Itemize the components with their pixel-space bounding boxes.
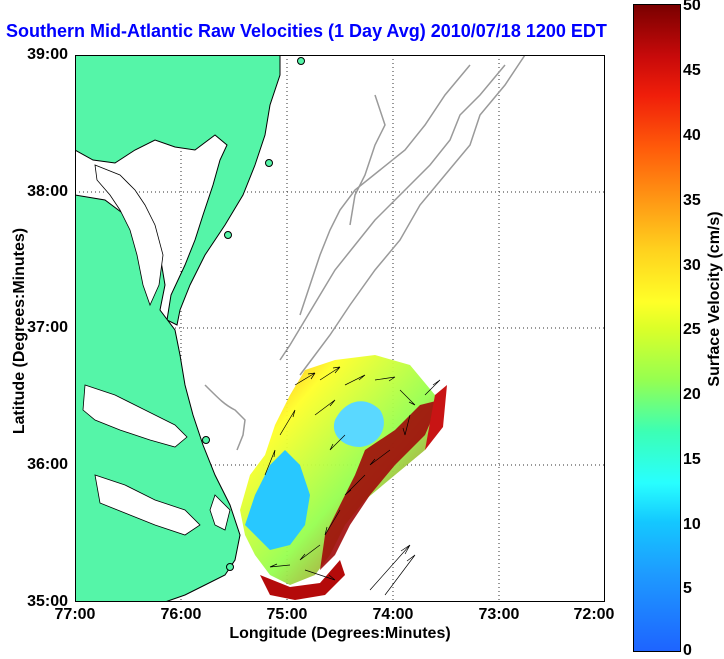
y-tick-label: 39:00 xyxy=(27,46,68,63)
y-axis-label: Latitude (Degrees:Minutes) xyxy=(11,227,28,435)
colorbar-tick-label: 20 xyxy=(683,386,701,403)
x-tick-label: 74:00 xyxy=(372,606,414,623)
map-title: Southern Mid-Atlantic Raw Velocities (1 … xyxy=(6,21,607,41)
colorbar-tick-label: 0 xyxy=(683,642,692,659)
colorbar-tick-label: 5 xyxy=(683,580,692,597)
x-tick-label: 72:00 xyxy=(573,606,615,623)
bathymetry-contours xyxy=(204,55,526,451)
radar-sites xyxy=(202,57,305,571)
velocity-field xyxy=(240,355,447,600)
colorbar-tick-label: 10 xyxy=(683,516,701,533)
x-tick-label: 76:00 xyxy=(160,606,202,623)
x-tick-label: 77:00 xyxy=(54,606,96,623)
x-tick-label: 73:00 xyxy=(478,606,520,623)
colorbar-tick-label: 35 xyxy=(683,192,701,209)
y-tick-label: 35:00 xyxy=(27,593,68,610)
colorbar-tick-label: 15 xyxy=(683,451,701,468)
colorbar-tick-label: 45 xyxy=(683,62,701,79)
colorbar-tick-label: 50 xyxy=(683,0,701,14)
colorbar-tick-label: 25 xyxy=(683,321,701,338)
x-tick-label: 75:00 xyxy=(266,606,308,623)
colorbar-label: Surface Velocity (cm/s) xyxy=(706,211,723,387)
x-axis-label: Longitude (Degrees:Minutes) xyxy=(229,625,451,642)
map-svg xyxy=(75,55,605,602)
y-tick-label: 37:00 xyxy=(27,319,68,336)
velocity-arrows xyxy=(264,366,441,596)
estuaries xyxy=(82,164,231,536)
map-plot-area[interactable] xyxy=(75,55,605,602)
y-tick-label: 38:00 xyxy=(27,183,68,200)
colorbar-tick-label: 30 xyxy=(683,257,701,274)
colorbar xyxy=(633,4,681,652)
y-tick-label: 36:00 xyxy=(27,456,68,473)
colorbar-tick-label: 40 xyxy=(683,127,701,144)
